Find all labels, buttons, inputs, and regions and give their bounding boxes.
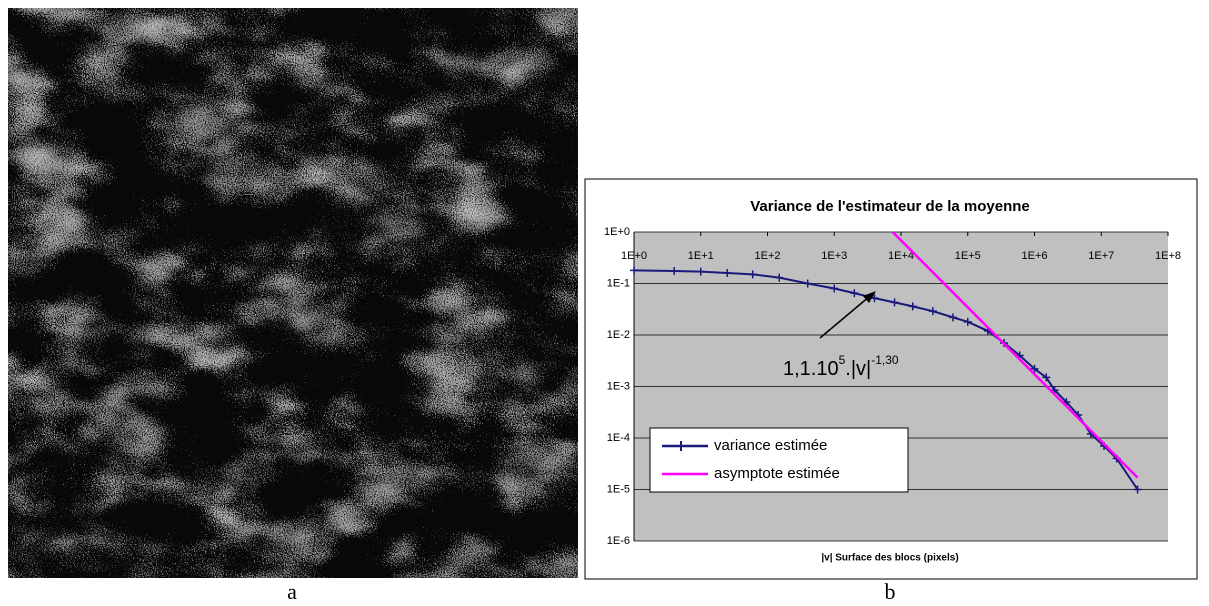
point-marker xyxy=(748,270,757,279)
point-marker xyxy=(1042,373,1051,382)
micrograph xyxy=(8,8,578,578)
legend-box xyxy=(649,427,909,493)
series-line xyxy=(891,231,1139,479)
legend-label: variance estimée xyxy=(714,437,827,454)
point-marker xyxy=(890,298,899,307)
point-marker xyxy=(908,302,917,311)
x-tick-label: 1E+2 xyxy=(755,250,781,262)
point-marker xyxy=(948,313,957,322)
annotation-part: 1,1.10 xyxy=(783,358,839,380)
annotation-part: .|v| xyxy=(845,358,871,380)
point-marker xyxy=(1133,485,1142,494)
point-marker xyxy=(630,266,638,275)
x-tick-label: 1E+3 xyxy=(821,250,847,262)
x-tick-label: 1E+1 xyxy=(688,250,714,262)
point-marker xyxy=(775,273,784,282)
chart-title: Variance de l'estimateur de la moyenne xyxy=(750,198,1030,215)
y-tick-label: 1E-6 xyxy=(607,535,630,547)
x-tick-label: 1E+4 xyxy=(888,250,914,262)
x-tick-label: 1E+8 xyxy=(1155,250,1181,262)
y-tick-label: 1E-2 xyxy=(607,329,630,341)
caption: a xyxy=(287,579,297,604)
x-tick-label: 1E+5 xyxy=(955,250,981,262)
y-tick-label: 1E-4 xyxy=(607,432,630,444)
annotation-part: 5 xyxy=(839,353,846,367)
point-marker xyxy=(963,317,972,326)
point-marker xyxy=(803,279,812,288)
point-marker xyxy=(723,268,732,277)
annotation-part: -1,30 xyxy=(871,353,899,367)
caption: b xyxy=(885,579,896,604)
point-marker xyxy=(928,307,937,316)
x-axis-label: |v| Surface des blocs (pixels) xyxy=(821,553,958,564)
annotation-arrowhead xyxy=(863,291,876,303)
x-tick-label: 1E+7 xyxy=(1088,250,1114,262)
annotation: 1,1.105.|v|-1,30 xyxy=(783,353,899,380)
annotation-arrow xyxy=(819,295,871,339)
x-tick-label: 1E+6 xyxy=(1022,250,1048,262)
legend-label: asymptote estimée xyxy=(714,465,840,482)
point-marker xyxy=(1030,364,1039,373)
micrograph-texture xyxy=(8,8,578,578)
y-tick-label: 1E-5 xyxy=(607,483,630,495)
point-marker xyxy=(830,284,839,293)
point-marker xyxy=(670,266,679,275)
y-tick-label: 1E+0 xyxy=(604,226,630,238)
y-tick-label: 1E-3 xyxy=(607,380,630,392)
y-tick-label: 1E-1 xyxy=(607,277,630,289)
point-marker xyxy=(696,267,705,276)
point-marker xyxy=(850,289,859,298)
